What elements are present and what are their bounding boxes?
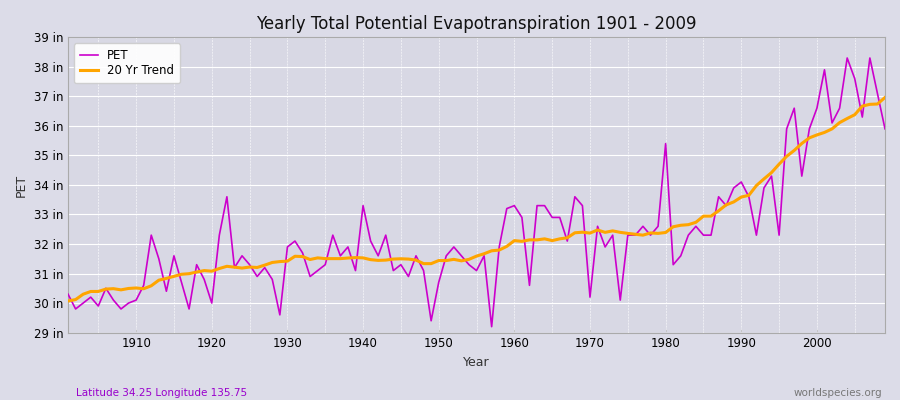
20 Yr Trend (290, 254, 301, 259)
PET (290, 239, 301, 244)
Y-axis label: PET: PET (15, 173, 28, 196)
Line: PET: PET (68, 58, 885, 327)
20 Yr Trend (501, 244, 512, 249)
X-axis label: Year: Year (464, 356, 490, 369)
20 Yr Trend (63, 298, 74, 303)
PET (123, 301, 134, 306)
PET (63, 292, 74, 297)
Title: Yearly Total Potential Evapotranspiration 1901 - 2009: Yearly Total Potential Evapotranspiratio… (256, 15, 697, 33)
PET (879, 126, 890, 131)
PET (608, 233, 618, 238)
20 Yr Trend (879, 95, 890, 100)
Line: 20 Yr Trend: 20 Yr Trend (68, 98, 885, 301)
20 Yr Trend (508, 238, 519, 243)
Legend: PET, 20 Yr Trend: PET, 20 Yr Trend (74, 43, 180, 84)
PET (508, 203, 519, 208)
20 Yr Trend (599, 230, 610, 235)
PET (842, 56, 852, 60)
PET (335, 254, 346, 258)
PET (486, 324, 497, 329)
20 Yr Trend (123, 286, 134, 291)
20 Yr Trend (335, 256, 346, 261)
Text: Latitude 34.25 Longitude 135.75: Latitude 34.25 Longitude 135.75 (76, 388, 248, 398)
PET (517, 215, 527, 220)
Text: worldspecies.org: worldspecies.org (794, 388, 882, 398)
